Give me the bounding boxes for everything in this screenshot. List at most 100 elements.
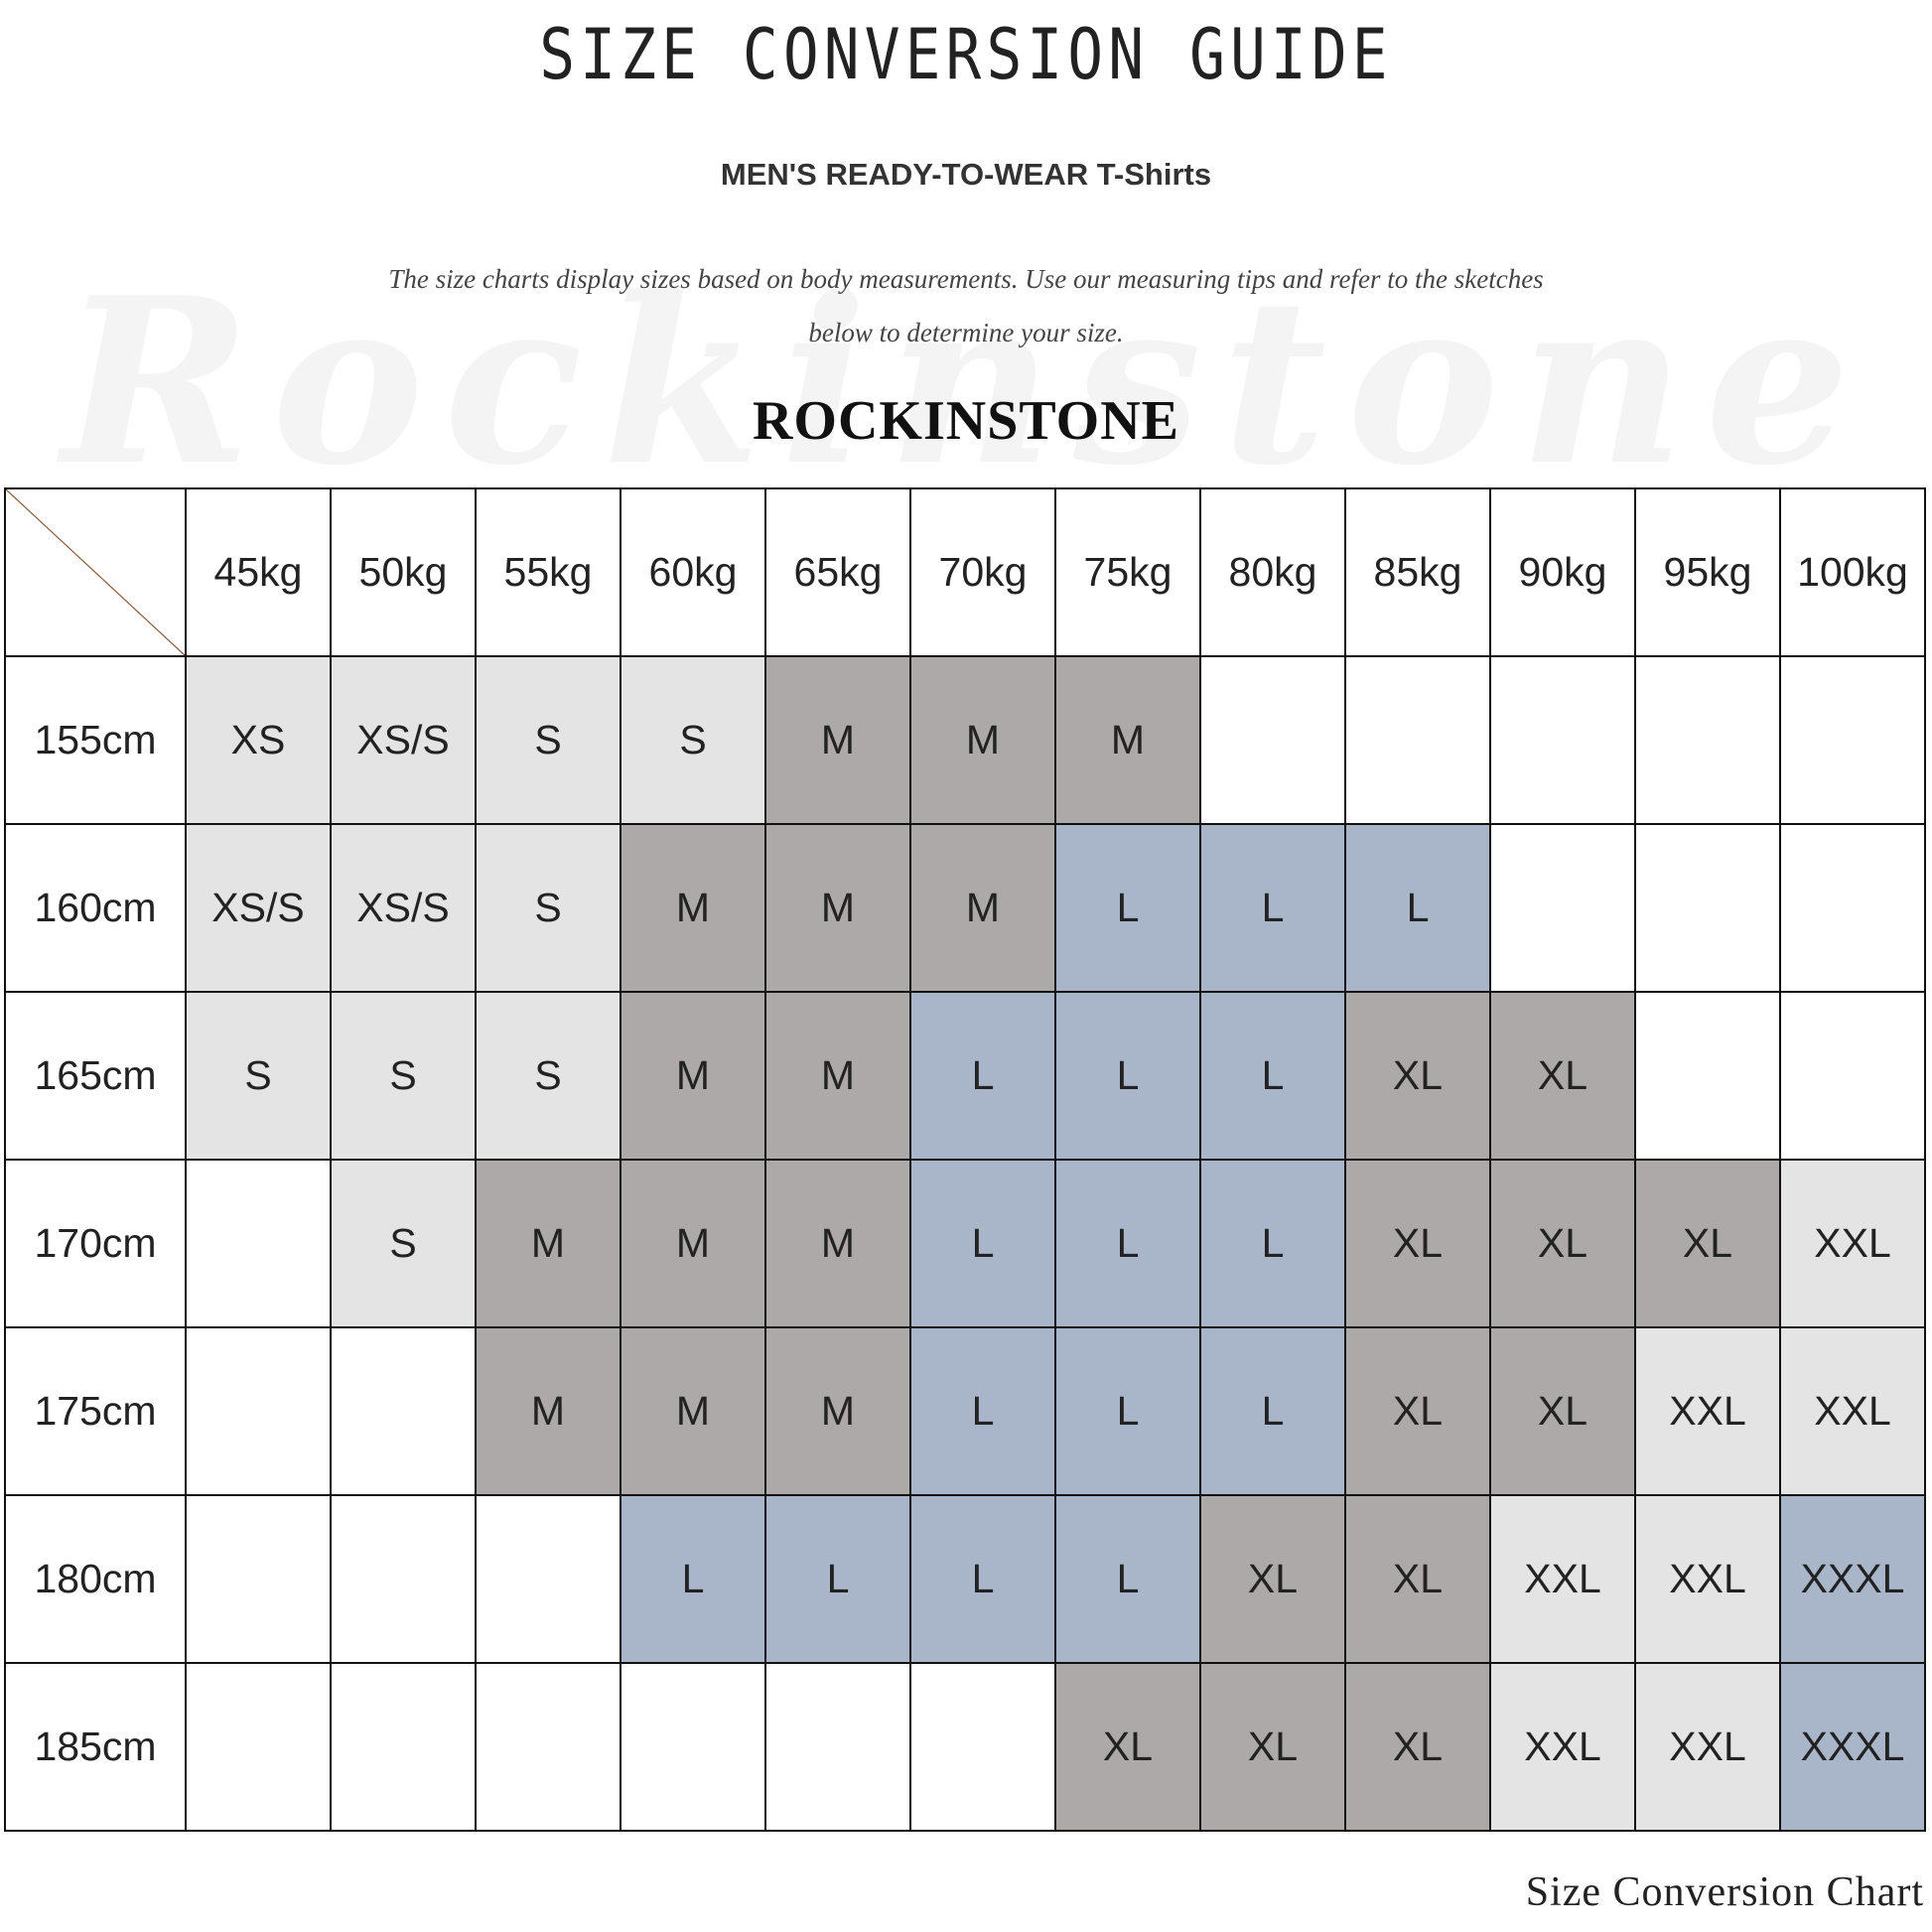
description-line: below to determine your size.: [808, 318, 1124, 347]
size-cell: L: [1054, 1494, 1201, 1664]
size-cell: M: [909, 823, 1056, 993]
size-cell: [475, 1494, 621, 1664]
size-cell: S: [330, 991, 477, 1161]
size-cell: XXL: [1779, 1326, 1926, 1496]
size-cell: L: [1199, 823, 1346, 993]
size-cell: [1634, 991, 1781, 1161]
column-header: 70kg: [909, 487, 1056, 657]
size-cell: M: [620, 1326, 766, 1496]
size-cell: XL: [1199, 1662, 1346, 1832]
column-header: 60kg: [620, 487, 766, 657]
size-cell: XL: [1344, 991, 1491, 1161]
size-cell: [1779, 991, 1926, 1161]
size-cell: XS/S: [330, 823, 477, 993]
size-cell: XXXL: [1779, 1494, 1926, 1664]
size-cell: M: [764, 1159, 911, 1328]
size-cell: [1779, 823, 1926, 993]
size-cell: [330, 1326, 477, 1496]
size-cell: L: [909, 1159, 1056, 1328]
size-cell: XL: [1344, 1494, 1491, 1664]
column-header: 95kg: [1634, 487, 1781, 657]
size-cell: XL: [1344, 1662, 1491, 1832]
table-row: 155cm XS XS/S S S M M M: [4, 655, 1926, 825]
size-cell: [185, 1326, 332, 1496]
size-cell: L: [1054, 823, 1201, 993]
size-cell: M: [620, 991, 766, 1161]
table-row: 170cm S M M M L L L XL XL XL XXL: [4, 1159, 1926, 1328]
size-cell: L: [1054, 991, 1201, 1161]
corner-cell: [4, 487, 187, 657]
row-header: 170cm: [4, 1159, 187, 1328]
size-cell: [1344, 655, 1491, 825]
size-cell: XL: [1489, 991, 1636, 1161]
size-cell: S: [475, 655, 621, 825]
size-cell: M: [764, 1326, 911, 1496]
column-header: 100kg: [1779, 487, 1926, 657]
table-row: 175cm M M M L L L XL XL XXL XXL: [4, 1326, 1926, 1496]
size-cell: M: [909, 655, 1056, 825]
size-cell: XL: [1489, 1326, 1636, 1496]
size-cell: XL: [1489, 1159, 1636, 1328]
size-cell: L: [909, 991, 1056, 1161]
column-header: 90kg: [1489, 487, 1636, 657]
description-line: The size charts display sizes based on b…: [388, 264, 1544, 294]
description: The size charts display sizes based on b…: [298, 252, 1634, 359]
row-header: 180cm: [4, 1494, 187, 1664]
size-cell: XL: [1344, 1159, 1491, 1328]
size-cell: S: [475, 823, 621, 993]
size-cell: XS/S: [330, 655, 477, 825]
size-cell: [1489, 823, 1636, 993]
size-cell: L: [1054, 1159, 1201, 1328]
size-cell: XXXL: [1779, 1662, 1926, 1832]
size-cell: M: [764, 991, 911, 1161]
size-cell: L: [1199, 1326, 1346, 1496]
size-cell: M: [764, 823, 911, 993]
row-header: 175cm: [4, 1326, 187, 1496]
size-cell: L: [1199, 991, 1346, 1161]
size-cell: L: [1199, 1159, 1346, 1328]
size-cell: M: [620, 1159, 766, 1328]
size-cell: [620, 1662, 766, 1832]
size-cell: [185, 1662, 332, 1832]
row-header: 185cm: [4, 1662, 187, 1832]
size-cell: XXL: [1634, 1326, 1781, 1496]
diagonal-line: [6, 489, 185, 655]
column-header: 80kg: [1199, 487, 1346, 657]
column-header: 50kg: [330, 487, 477, 657]
size-cell: XXL: [1634, 1494, 1781, 1664]
size-cell: L: [764, 1494, 911, 1664]
size-cell: XXL: [1489, 1494, 1636, 1664]
column-header: 45kg: [185, 487, 332, 657]
size-cell: XXL: [1634, 1662, 1781, 1832]
column-header: 55kg: [475, 487, 621, 657]
size-cell: XL: [1199, 1494, 1346, 1664]
size-cell: M: [475, 1326, 621, 1496]
row-header: 155cm: [4, 655, 187, 825]
size-cell: [330, 1662, 477, 1832]
size-cell: [909, 1662, 1056, 1832]
size-cell: [764, 1662, 911, 1832]
size-cell: XXL: [1779, 1159, 1926, 1328]
size-cell: L: [1054, 1326, 1201, 1496]
size-cell: [1199, 655, 1346, 825]
column-header: 85kg: [1344, 487, 1491, 657]
size-cell: S: [185, 991, 332, 1161]
size-cell: M: [475, 1159, 621, 1328]
subtitle: MEN'S READY-TO-WEAR T-Shirts: [720, 157, 1212, 192]
size-cell: [330, 1494, 477, 1664]
row-header: 165cm: [4, 991, 187, 1161]
column-header: 65kg: [764, 487, 911, 657]
size-cell: [1634, 823, 1781, 993]
size-cell: S: [620, 655, 766, 825]
size-cell: XS/S: [185, 823, 332, 993]
size-cell: M: [620, 823, 766, 993]
footer-caption: Size Conversion Chart: [1525, 1869, 1924, 1915]
size-cell: L: [620, 1494, 766, 1664]
size-cell: [185, 1159, 332, 1328]
brand-name: ROCKINSTONE: [752, 390, 1180, 452]
size-cell: M: [764, 655, 911, 825]
header-row: 45kg 50kg 55kg 60kg 65kg 70kg 75kg 80kg 85kg 90kg…: [4, 487, 1926, 657]
size-cell: L: [909, 1326, 1056, 1496]
size-cell: XL: [1344, 1326, 1491, 1496]
size-cell: [185, 1494, 332, 1664]
